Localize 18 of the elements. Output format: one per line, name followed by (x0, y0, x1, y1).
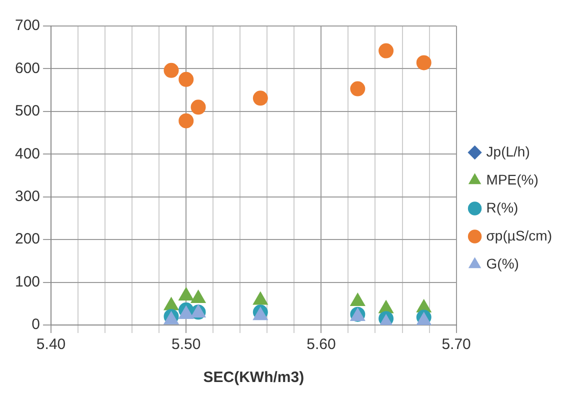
y-tick-label: 400 (14, 145, 40, 162)
y-tick-label: 100 (14, 273, 40, 290)
x-tick-label: 5.60 (306, 336, 336, 354)
y-tick-label: 300 (14, 188, 40, 205)
y-tick-label: 600 (14, 60, 40, 77)
y-tick-label: 200 (14, 230, 40, 248)
y-tick-label: 0 (32, 316, 40, 334)
legend-label: Jp(L/h) (486, 143, 530, 160)
x-tick-label: 5.50 (172, 336, 201, 354)
y-tick-label: 500 (14, 102, 40, 120)
legend-label: MPE(%) (486, 171, 538, 188)
y-tick-label: 700 (14, 17, 40, 34)
legend-label: R(%) (486, 199, 518, 216)
legend-label: σp(µS/cm) (486, 227, 552, 244)
x-axis-title: SEC(KWh/m3) (203, 369, 304, 386)
x-tick-label: 5.70 (442, 336, 471, 354)
legend-label: G(%) (486, 255, 519, 272)
x-tick-label: 5.40 (36, 336, 66, 354)
